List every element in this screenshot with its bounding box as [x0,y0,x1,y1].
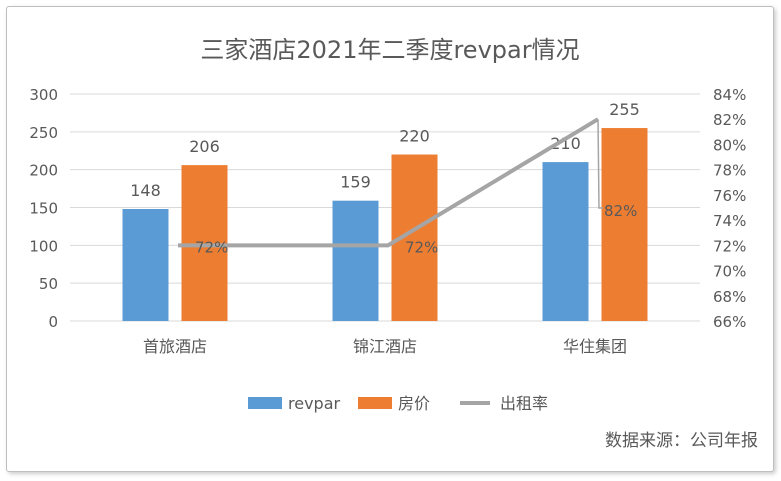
legend-swatch [358,397,392,409]
line-data-label: 72% [405,238,438,256]
y-tick-label: 100 [29,237,58,255]
bar-data-label: 206 [189,137,220,156]
line-data-label: 72% [195,238,228,256]
y-tick-label: 250 [29,124,58,142]
x-tick-label: 锦江酒店 [353,337,417,356]
label-leader-line [597,119,603,209]
chart-title: 三家酒店2021年二季度revpar情况 [200,36,579,64]
y-tick-label: 300 [29,86,58,104]
y2-tick-label: 66% [713,313,746,331]
bar-data-label: 220 [399,127,430,146]
legend-label: 房价 [398,394,430,413]
legend-label: 出租率 [500,394,548,413]
y2-tick-label: 74% [713,212,746,230]
y2-tick-label: 84% [713,86,746,104]
y2-tick-label: 82% [713,111,746,129]
y-tick-label: 150 [29,200,58,218]
legend-label: revpar [288,394,341,413]
line-data-label: 82% [604,202,637,220]
y2-tick-label: 70% [713,263,746,281]
bar-revpar [122,209,169,321]
bar-data-label: 210 [550,134,581,153]
bar-房价 [601,128,648,321]
bar-data-label: 159 [340,173,371,192]
bar-revpar [542,162,589,321]
y2-tick-label: 72% [713,237,746,255]
y2-tick-label: 68% [713,288,746,306]
y2-tick-label: 78% [713,162,746,180]
y-tick-label: 0 [48,313,58,331]
bar-data-label: 255 [609,100,640,119]
y2-tick-label: 76% [713,187,746,205]
bar-revpar [332,200,379,321]
source-note: 数据来源：公司年报 [605,431,758,451]
legend-swatch [248,397,282,409]
x-tick-label: 华住集团 [563,337,627,356]
y2-tick-label: 80% [713,136,746,154]
y-tick-label: 50 [39,275,58,293]
line-出租率 [178,117,600,248]
y-tick-label: 200 [29,162,58,180]
bar-data-label: 148 [130,181,161,200]
x-tick-label: 首旅酒店 [143,337,207,356]
bar-房价 [181,165,228,321]
